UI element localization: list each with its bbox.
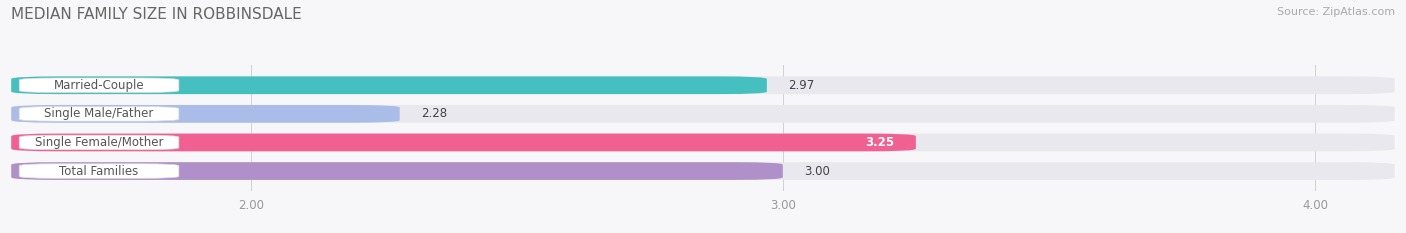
Text: 3.25: 3.25 (866, 136, 894, 149)
Text: MEDIAN FAMILY SIZE IN ROBBINSDALE: MEDIAN FAMILY SIZE IN ROBBINSDALE (11, 7, 302, 22)
Text: 2.97: 2.97 (789, 79, 814, 92)
Text: 2.28: 2.28 (420, 107, 447, 120)
Text: Total Families: Total Families (59, 164, 139, 178)
FancyBboxPatch shape (11, 105, 399, 123)
FancyBboxPatch shape (20, 78, 179, 93)
Text: Single Male/Father: Single Male/Father (45, 107, 153, 120)
FancyBboxPatch shape (11, 134, 915, 151)
FancyBboxPatch shape (20, 164, 179, 178)
FancyBboxPatch shape (11, 162, 783, 180)
FancyBboxPatch shape (20, 135, 179, 150)
FancyBboxPatch shape (11, 76, 766, 94)
FancyBboxPatch shape (20, 106, 179, 121)
FancyBboxPatch shape (11, 76, 1395, 94)
FancyBboxPatch shape (11, 134, 1395, 151)
Text: Source: ZipAtlas.com: Source: ZipAtlas.com (1277, 7, 1395, 17)
FancyBboxPatch shape (11, 105, 1395, 123)
Text: Married-Couple: Married-Couple (53, 79, 145, 92)
FancyBboxPatch shape (11, 162, 1395, 180)
Text: 3.00: 3.00 (804, 164, 830, 178)
Text: Single Female/Mother: Single Female/Mother (35, 136, 163, 149)
